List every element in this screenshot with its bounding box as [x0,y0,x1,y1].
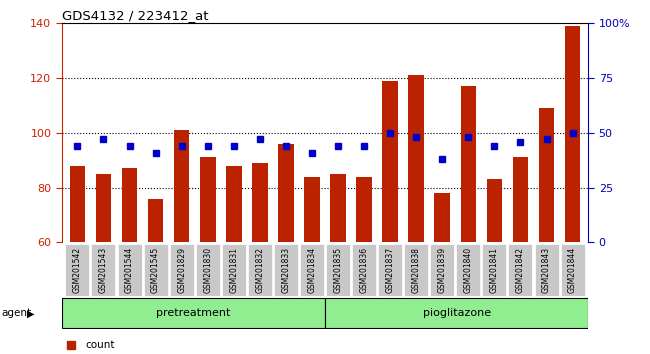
FancyBboxPatch shape [170,244,194,296]
Bar [304,177,320,242]
Text: GSM201835: GSM201835 [333,247,343,293]
Text: GSM201840: GSM201840 [464,247,473,293]
Text: agent: agent [1,308,31,318]
FancyBboxPatch shape [534,244,558,296]
Bar [96,174,111,242]
FancyBboxPatch shape [325,298,588,328]
Text: GSM201832: GSM201832 [255,247,265,293]
Text: GSM201544: GSM201544 [125,247,134,293]
Bar [356,177,372,242]
Text: GSM201545: GSM201545 [151,247,160,293]
FancyBboxPatch shape [560,244,584,296]
Bar [565,26,580,242]
Text: pretreatment: pretreatment [156,308,231,318]
Bar [539,108,554,242]
FancyBboxPatch shape [482,244,506,296]
Text: GSM201836: GSM201836 [359,247,369,293]
FancyBboxPatch shape [430,244,454,296]
Bar [487,179,502,242]
Text: GSM201542: GSM201542 [73,247,82,293]
FancyBboxPatch shape [62,298,325,328]
Bar [513,158,528,242]
Text: GSM201543: GSM201543 [99,247,108,293]
Text: count: count [85,339,115,350]
FancyBboxPatch shape [66,244,90,296]
FancyBboxPatch shape [508,244,532,296]
Bar [148,199,163,242]
Bar [122,169,137,242]
FancyBboxPatch shape [274,244,298,296]
Bar [226,166,242,242]
Text: pioglitazone: pioglitazone [422,308,491,318]
FancyBboxPatch shape [300,244,324,296]
Bar [408,75,424,242]
Text: GSM201842: GSM201842 [516,247,525,293]
Text: GSM201829: GSM201829 [177,247,186,293]
Text: GSM201830: GSM201830 [203,247,212,293]
FancyBboxPatch shape [352,244,376,296]
FancyBboxPatch shape [92,244,116,296]
Text: GSM201843: GSM201843 [542,247,551,293]
FancyBboxPatch shape [456,244,480,296]
FancyBboxPatch shape [404,244,428,296]
Text: GSM201837: GSM201837 [385,247,395,293]
FancyBboxPatch shape [326,244,350,296]
FancyBboxPatch shape [378,244,402,296]
Text: GSM201839: GSM201839 [438,247,447,293]
Text: GSM201831: GSM201831 [229,247,239,293]
Bar [278,144,294,242]
Text: GDS4132 / 223412_at: GDS4132 / 223412_at [62,9,208,22]
Bar [174,130,189,242]
FancyBboxPatch shape [118,244,142,296]
Bar [252,163,268,242]
FancyBboxPatch shape [196,244,220,296]
FancyBboxPatch shape [222,244,246,296]
FancyBboxPatch shape [144,244,168,296]
Text: GSM201834: GSM201834 [307,247,317,293]
Text: ▶: ▶ [27,308,35,318]
Bar [200,158,216,242]
Bar [70,166,85,242]
FancyBboxPatch shape [248,244,272,296]
Bar [382,81,398,242]
Text: GSM201833: GSM201833 [281,247,291,293]
Text: GSM201838: GSM201838 [411,247,421,293]
Bar [330,174,346,242]
Text: GSM201841: GSM201841 [490,247,499,293]
Text: GSM201844: GSM201844 [568,247,577,293]
Bar [434,193,450,242]
Bar [461,86,476,242]
